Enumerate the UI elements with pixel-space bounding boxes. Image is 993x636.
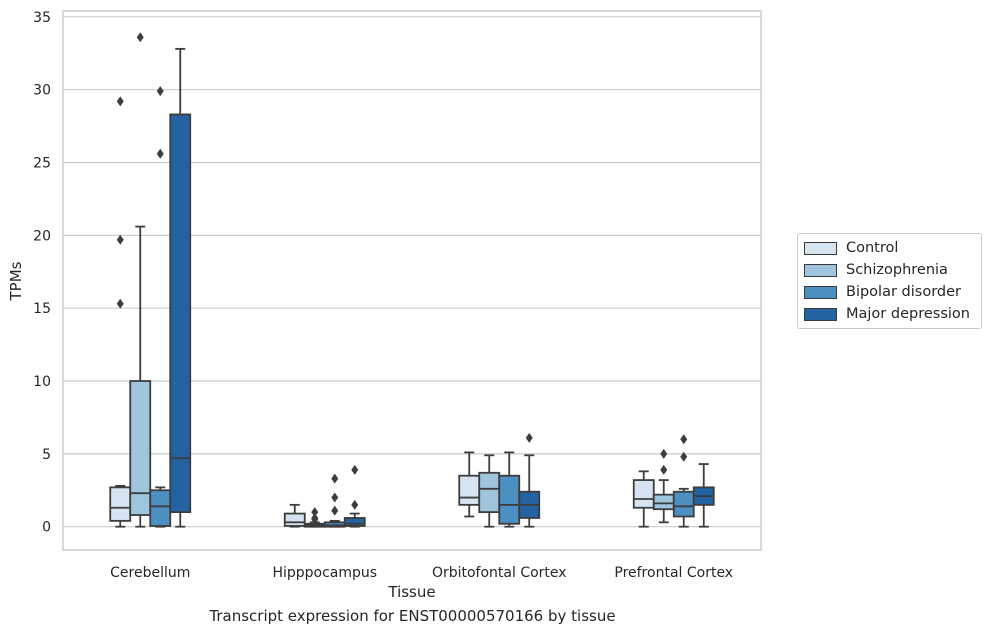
y-tick-label: 0 xyxy=(42,520,51,536)
legend-item: Bipolar disorder xyxy=(798,281,981,303)
legend-item: Schizophrenia xyxy=(798,259,981,281)
box-control xyxy=(283,503,306,528)
outlier-point xyxy=(116,234,124,245)
outlier-point xyxy=(331,473,339,484)
outlier-point xyxy=(331,505,339,516)
x-axis-label: Tissue xyxy=(387,583,435,601)
legend-swatch xyxy=(804,285,837,299)
legend-item: Control xyxy=(798,237,981,259)
outlier-point xyxy=(136,32,144,43)
box-bipolar-disorder xyxy=(149,86,172,528)
box-control xyxy=(632,470,655,528)
legend-swatch xyxy=(804,241,837,255)
outlier-point xyxy=(525,432,533,443)
box-iqr xyxy=(632,479,655,509)
y-tick-label: 25 xyxy=(33,156,51,172)
box-bipolar-disorder xyxy=(672,434,695,528)
outlier-point xyxy=(116,96,124,107)
outlier-point xyxy=(351,464,359,475)
box-iqr xyxy=(478,471,501,514)
box-iqr xyxy=(672,490,695,518)
box-iqr xyxy=(109,486,132,522)
outlier-point xyxy=(351,499,359,510)
box-major-depression xyxy=(692,463,715,528)
legend-swatch xyxy=(804,263,837,277)
x-tick-label: Prefrontal Cortex xyxy=(614,565,733,581)
box-schizophrenia xyxy=(652,448,675,524)
box-major-depression xyxy=(343,464,366,528)
outlier-point xyxy=(311,507,319,518)
legend-item: Major depression xyxy=(798,303,981,325)
figure-caption: Transcript expression for ENST0000057016… xyxy=(209,607,616,625)
box-major-depression xyxy=(518,432,541,528)
outlier-point xyxy=(156,148,164,159)
box-iqr xyxy=(129,380,152,516)
box-iqr xyxy=(343,517,366,527)
y-tick-label: 10 xyxy=(33,374,51,390)
box-iqr xyxy=(652,493,675,511)
x-tick-label: Orbitofontal Cortex xyxy=(432,565,567,581)
outlier-point xyxy=(116,298,124,309)
box-iqr xyxy=(283,512,306,527)
legend-label: Bipolar disorder xyxy=(846,284,961,300)
y-tick-label: 5 xyxy=(42,447,51,463)
box-control xyxy=(458,451,481,518)
legend-label: Major depression xyxy=(846,306,970,322)
outlier-point xyxy=(311,512,319,523)
box-schizophrenia xyxy=(303,507,326,528)
outlier-point xyxy=(331,492,339,503)
x-tick-label: Hipppocampus xyxy=(272,565,377,581)
outlier-point xyxy=(156,86,164,97)
plot-frame xyxy=(62,10,762,551)
outlier-point xyxy=(660,448,668,459)
y-tick-label: 30 xyxy=(33,83,51,99)
box-major-depression xyxy=(169,47,192,528)
outlier-point xyxy=(680,451,688,462)
y-tick-label: 35 xyxy=(33,10,51,26)
y-tick-label: 15 xyxy=(33,301,51,317)
legend-label: Schizophrenia xyxy=(846,262,948,278)
box-iqr xyxy=(498,474,521,525)
y-tick-label: 20 xyxy=(33,228,51,244)
legend-label: Control xyxy=(846,240,899,256)
box-bipolar-disorder xyxy=(323,473,346,528)
box-bipolar-disorder xyxy=(498,451,521,528)
outlier-point xyxy=(680,434,688,445)
x-tick-label: Cerebellum xyxy=(110,565,190,581)
legend-swatch xyxy=(804,307,837,321)
box-iqr xyxy=(458,474,481,506)
box-schizophrenia xyxy=(478,454,501,528)
box-iqr xyxy=(169,113,192,514)
legend: Control Schizophrenia Bipolar disorder Majo… xyxy=(797,233,982,329)
outlier-point xyxy=(660,464,668,475)
box-iqr xyxy=(149,489,172,527)
y-axis-label: TPMs xyxy=(7,261,25,301)
box-control xyxy=(109,96,132,528)
box-schizophrenia xyxy=(129,32,152,528)
